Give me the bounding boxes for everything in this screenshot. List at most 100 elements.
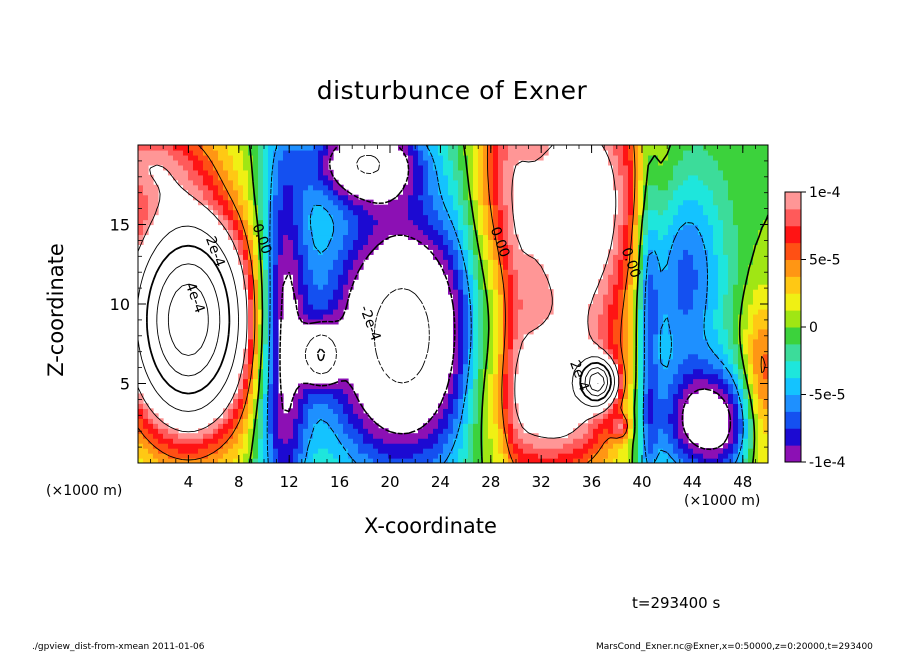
field-cell [653, 398, 659, 404]
field-cell [338, 269, 344, 275]
field-cell [698, 363, 704, 370]
field-cell [513, 274, 519, 280]
field-cell [748, 219, 754, 226]
field-cell [483, 214, 489, 221]
field-cell [528, 453, 534, 459]
field-cell [728, 453, 734, 459]
field-cell [738, 145, 744, 151]
field-cell [743, 154, 749, 161]
field-cell [263, 333, 269, 340]
field-cell [473, 453, 479, 459]
field-cell [523, 318, 529, 325]
field-cell [638, 448, 644, 454]
field-cell [703, 234, 709, 241]
field-cell [648, 413, 654, 419]
field-cell [668, 338, 674, 345]
field-cell [513, 159, 519, 166]
field-cell [268, 428, 274, 434]
field-cell [733, 259, 739, 265]
field-cell [648, 244, 654, 250]
field-cell [448, 214, 454, 221]
field-cell [588, 423, 594, 429]
field-cell [658, 323, 664, 330]
field-cell [638, 418, 644, 424]
field-cell [298, 244, 304, 250]
field-cell [298, 174, 304, 181]
field-cell [218, 433, 224, 439]
field-cell [273, 403, 279, 409]
field-cell [478, 398, 484, 404]
field-cell [668, 299, 674, 305]
field-cell [283, 169, 289, 176]
field-cell [258, 448, 264, 454]
field-cell [288, 219, 294, 226]
field-cell [638, 438, 644, 444]
field-cell [678, 338, 684, 345]
field-cell [258, 189, 264, 196]
field-cell [508, 388, 514, 395]
field-cell [263, 174, 269, 181]
field-cell [513, 443, 519, 449]
field-cell [578, 458, 584, 463]
field-cell [383, 428, 389, 434]
field-cell [618, 204, 624, 211]
field-cell [343, 403, 349, 409]
field-cell [508, 378, 514, 385]
field-cell [453, 308, 459, 315]
field-cell [663, 174, 669, 181]
field-cell [753, 343, 759, 350]
field-cell [248, 333, 254, 340]
field-cell [208, 453, 214, 459]
field-cell [628, 145, 634, 151]
field-cell [458, 204, 464, 211]
field-cell [248, 224, 254, 231]
field-cell [473, 458, 479, 463]
field-cell [248, 438, 254, 444]
field-cell [688, 383, 694, 390]
field-cell [253, 274, 259, 280]
field-cell [503, 279, 509, 285]
field-cell [683, 348, 689, 355]
field-cell [378, 234, 384, 241]
field-cell [513, 264, 519, 270]
field-cell [268, 443, 274, 449]
field-cell [748, 343, 754, 350]
field-cell [708, 274, 714, 280]
field-cell [238, 169, 244, 176]
field-cell [463, 328, 469, 335]
field-cell [663, 398, 669, 404]
field-cell [593, 448, 599, 454]
field-cell [158, 433, 164, 439]
field-cell [298, 189, 304, 196]
field-cell [488, 269, 494, 275]
field-cell [303, 209, 309, 216]
field-cell [693, 358, 699, 365]
field-cell [543, 274, 549, 280]
field-cell [268, 249, 274, 255]
field-cell [348, 234, 354, 241]
field-cell [258, 159, 264, 166]
field-cell [253, 234, 259, 241]
field-cell [683, 194, 689, 201]
field-cell [463, 259, 469, 265]
field-cell [653, 368, 659, 375]
field-cell [723, 169, 729, 176]
field-cell [478, 388, 484, 395]
field-cell [653, 373, 659, 380]
field-cell [518, 423, 524, 429]
field-cell [563, 438, 569, 444]
field-cell [673, 184, 679, 191]
field-cell [438, 219, 444, 226]
field-cell [638, 433, 644, 439]
field-cell [578, 448, 584, 454]
field-cell [733, 418, 739, 424]
field-cell [618, 174, 624, 181]
field-cell [438, 254, 444, 260]
field-cell [648, 333, 654, 340]
field-cell [308, 458, 314, 463]
field-cell [668, 229, 674, 236]
field-cell [513, 269, 519, 275]
field-cell [263, 249, 269, 255]
field-cell [268, 179, 274, 186]
field-cell [323, 159, 329, 166]
